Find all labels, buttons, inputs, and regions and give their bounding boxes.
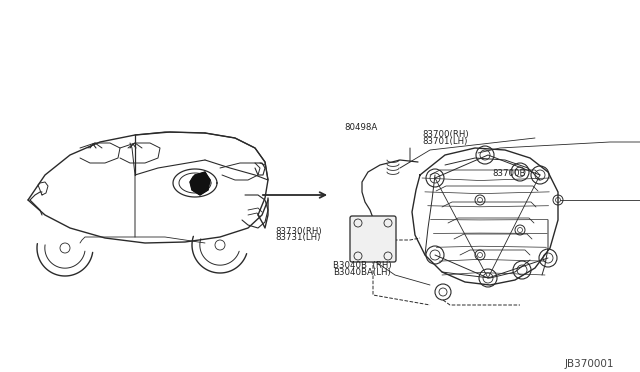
Polygon shape	[190, 172, 210, 195]
Text: 83700(RH): 83700(RH)	[422, 130, 469, 139]
Text: 83731(LH): 83731(LH)	[275, 233, 321, 242]
Text: B3040B  (RH): B3040B (RH)	[333, 261, 392, 270]
Text: 80498A: 80498A	[344, 123, 378, 132]
Text: JB370001: JB370001	[565, 359, 614, 369]
Text: 83701(LH): 83701(LH)	[422, 137, 468, 146]
Text: 83700B: 83700B	[493, 169, 526, 178]
FancyBboxPatch shape	[350, 216, 396, 262]
Text: 83730(RH): 83730(RH)	[275, 227, 322, 236]
Text: B3040BA(LH): B3040BA(LH)	[333, 268, 390, 277]
